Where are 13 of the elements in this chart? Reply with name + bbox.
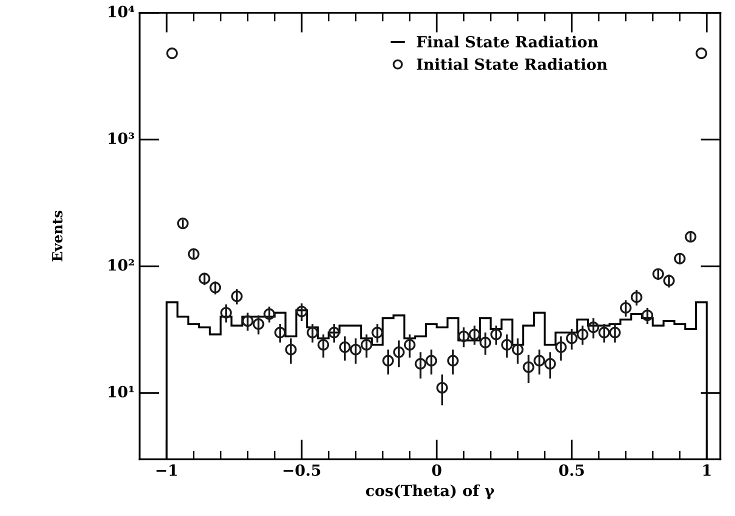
x-tick-label: −0.5 xyxy=(284,464,320,476)
x-axis-title: cos(Theta) of γ xyxy=(366,484,494,500)
x-tick-label: 1 xyxy=(703,464,711,476)
y-tick-label: 10⁴ xyxy=(108,6,134,18)
y-tick-label: 10¹ xyxy=(108,386,134,398)
x-tick-label: −1 xyxy=(156,464,177,476)
y-tick-label: 10² xyxy=(108,259,134,271)
y-tick-label: 10³ xyxy=(108,132,134,144)
y-axis-title: Events xyxy=(52,210,62,262)
legend-label: Final State Radiation xyxy=(416,36,598,48)
x-tick-label: 0 xyxy=(432,464,442,476)
legend-label: Initial State Radiation xyxy=(416,58,608,70)
x-tick-label: 0.5 xyxy=(559,464,584,476)
